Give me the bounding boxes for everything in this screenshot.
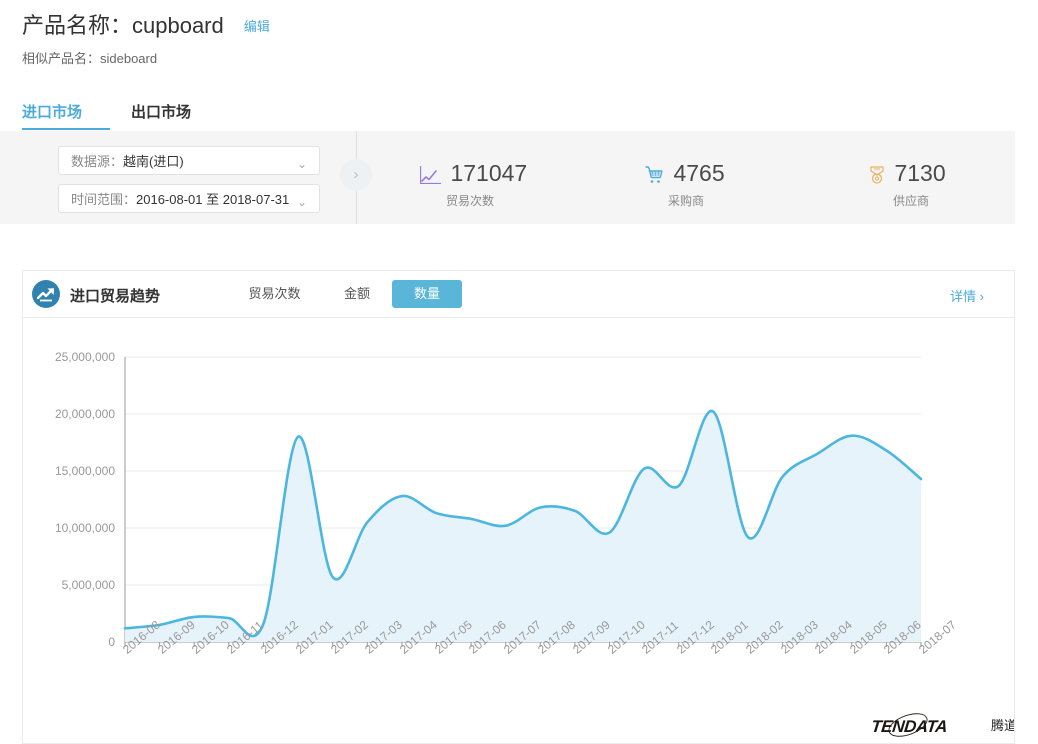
svg-text:TENDATA: TENDATA [873, 717, 948, 736]
